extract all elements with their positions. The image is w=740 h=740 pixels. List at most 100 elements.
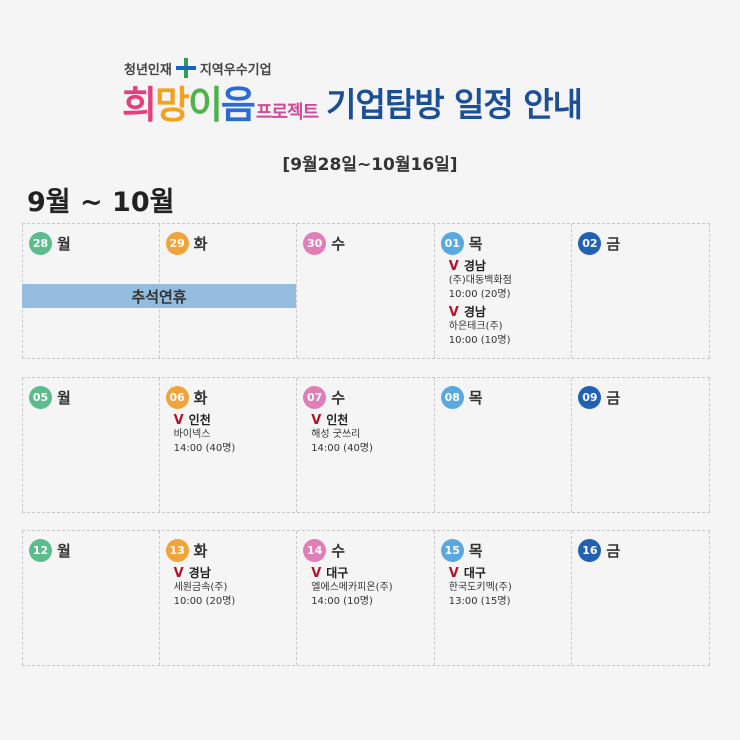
page-title: 기업탐방 일정 안내 bbox=[326, 85, 583, 124]
event-region-line: V 인천 bbox=[174, 413, 297, 428]
logo-char: 희 bbox=[122, 83, 157, 127]
day-header: 13 화 bbox=[165, 539, 297, 562]
event-company: 해성 굿쓰리 bbox=[311, 429, 361, 440]
event-time: 10:00 (20명) bbox=[448, 289, 511, 300]
event-time: 10:00 (20명) bbox=[173, 596, 236, 607]
day-cell: 02 금 bbox=[572, 224, 710, 358]
event-time: 14:00 (40명) bbox=[311, 443, 373, 454]
holiday-bar: 추석연휴 bbox=[22, 284, 296, 308]
event-region-line: V 대구 bbox=[449, 566, 572, 581]
day-cell: 30 수 bbox=[297, 224, 435, 358]
day-number-badge: 13 bbox=[165, 539, 189, 562]
day-header: 28 월 bbox=[29, 232, 159, 255]
day-header: 29 화 bbox=[165, 232, 297, 255]
event-item: V 인천 해성 굿쓰리 14:00 (40명) bbox=[311, 413, 434, 456]
week-row: 05 월 06 화 V 인천 바이넥스 14:00 (40명) 07 수 V 인천 해성 굿쓰리 14:0… bbox=[22, 377, 710, 513]
day-cell: 13 화 V 경남 세원금속(주) 10:00 (20명) bbox=[160, 531, 298, 665]
day-of-week: 화 bbox=[193, 389, 208, 407]
day-number-badge: 12 bbox=[29, 539, 52, 562]
day-of-week: 목 bbox=[468, 389, 483, 407]
event-item: V 대구 엘에스메카피온(주) 14:00 (10명) bbox=[311, 566, 434, 609]
day-of-week: 금 bbox=[606, 235, 621, 253]
day-of-week: 월 bbox=[57, 235, 71, 253]
day-header: 01 목 bbox=[440, 232, 572, 255]
day-of-week: 수 bbox=[331, 542, 345, 560]
day-cell: 09 금 bbox=[572, 378, 710, 512]
check-icon: V bbox=[173, 413, 184, 428]
day-header: 05 월 bbox=[29, 386, 159, 409]
day-number-badge: 09 bbox=[578, 386, 602, 409]
day-of-week: 금 bbox=[606, 542, 621, 560]
event-region: 인천 bbox=[188, 413, 211, 427]
day-number-badge: 01 bbox=[440, 232, 464, 255]
day-of-week: 수 bbox=[331, 235, 345, 253]
tagline-right: 지역우수기업 bbox=[199, 62, 272, 78]
logo-char: 이 bbox=[187, 83, 223, 127]
event-company: 세원금속(주) bbox=[173, 582, 228, 593]
check-icon: V bbox=[448, 566, 459, 581]
day-cell: 01 목 V 경남 (주)대동백화점 10:00 (20명) V 경남 하은테크(주) 10:00… bbox=[435, 224, 573, 358]
day-cell: 06 화 V 인천 바이넥스 14:00 (40명) bbox=[160, 378, 298, 512]
day-of-week: 수 bbox=[331, 389, 345, 407]
event-region-line: V 대구 bbox=[311, 566, 434, 581]
event-region: 인천 bbox=[326, 413, 349, 427]
day-cell: 05 월 bbox=[22, 378, 160, 512]
logo-char: 음 bbox=[220, 83, 256, 127]
event-region: 대구 bbox=[463, 566, 486, 580]
day-cell: 08 목 bbox=[435, 378, 573, 512]
day-number-badge: 28 bbox=[29, 232, 52, 255]
check-icon: V bbox=[173, 566, 184, 581]
day-of-week: 월 bbox=[57, 389, 71, 407]
day-number-badge: 30 bbox=[303, 232, 327, 255]
day-cell: 12 월 bbox=[22, 531, 160, 665]
event-item: V 경남 (주)대동백화점 10:00 (20명) bbox=[449, 259, 572, 302]
week-row: 12 월 13 화 V 경남 세원금속(주) 10:00 (20명) 14 수 V 대구 엘에스메카피온… bbox=[22, 530, 710, 666]
day-of-week: 금 bbox=[606, 389, 621, 407]
day-number-badge: 06 bbox=[165, 386, 189, 409]
event-company: 바이넥스 bbox=[173, 429, 211, 440]
event-item: V 경남 하은테크(주) 10:00 (10명) bbox=[449, 305, 572, 348]
day-header: 02 금 bbox=[578, 232, 709, 255]
event-time: 10:00 (10명) bbox=[448, 335, 511, 346]
day-header: 16 금 bbox=[578, 539, 709, 562]
check-icon: V bbox=[448, 259, 459, 274]
day-header: 15 목 bbox=[440, 539, 572, 562]
day-of-week: 목 bbox=[468, 235, 483, 253]
day-number-badge: 02 bbox=[578, 232, 602, 255]
event-region: 경남 bbox=[463, 305, 486, 319]
day-header: 06 화 bbox=[165, 386, 297, 409]
header-tagline: 청년인재 지역우수기업 bbox=[124, 58, 272, 78]
check-icon: V bbox=[311, 566, 322, 581]
day-number-badge: 08 bbox=[440, 386, 464, 409]
event-time: 14:00 (10명) bbox=[311, 596, 373, 607]
day-header: 12 월 bbox=[29, 539, 159, 562]
day-number-badge: 15 bbox=[440, 539, 464, 562]
tagline-left: 청년인재 bbox=[124, 62, 172, 78]
event-time: 13:00 (15명) bbox=[448, 596, 511, 607]
day-of-week: 화 bbox=[193, 542, 208, 560]
day-cell: 16 금 bbox=[572, 531, 710, 665]
event-region-line: V 경남 bbox=[449, 259, 572, 274]
day-of-week: 월 bbox=[57, 542, 71, 560]
date-range: [9월28일~10월16일] bbox=[282, 155, 458, 175]
event-company: 한국도키멕(주) bbox=[448, 582, 512, 593]
title-row: 희 망 이 음 프로젝트 기업탐방 일정 안내 bbox=[122, 82, 583, 128]
day-number-badge: 29 bbox=[165, 232, 189, 255]
event-region: 경남 bbox=[188, 566, 211, 580]
day-cell: 07 수 V 인천 해성 굿쓰리 14:00 (40명) bbox=[297, 378, 435, 512]
day-number-badge: 07 bbox=[303, 386, 327, 409]
day-of-week: 화 bbox=[193, 235, 208, 253]
event-region-line: V 인천 bbox=[311, 413, 434, 428]
event-company: 엘에스메카피온(주) bbox=[311, 582, 393, 593]
event-time: 14:00 (40명) bbox=[173, 443, 236, 454]
event-company: 하은테크(주) bbox=[448, 321, 503, 332]
day-cell: 14 수 V 대구 엘에스메카피온(주) 14:00 (10명) bbox=[297, 531, 435, 665]
day-header: 08 목 bbox=[440, 386, 572, 409]
event-list: V 경남 (주)대동백화점 10:00 (20명) V 경남 하은테크(주) 10:00 (1… bbox=[449, 259, 572, 348]
logo-char: 망 bbox=[154, 83, 190, 127]
